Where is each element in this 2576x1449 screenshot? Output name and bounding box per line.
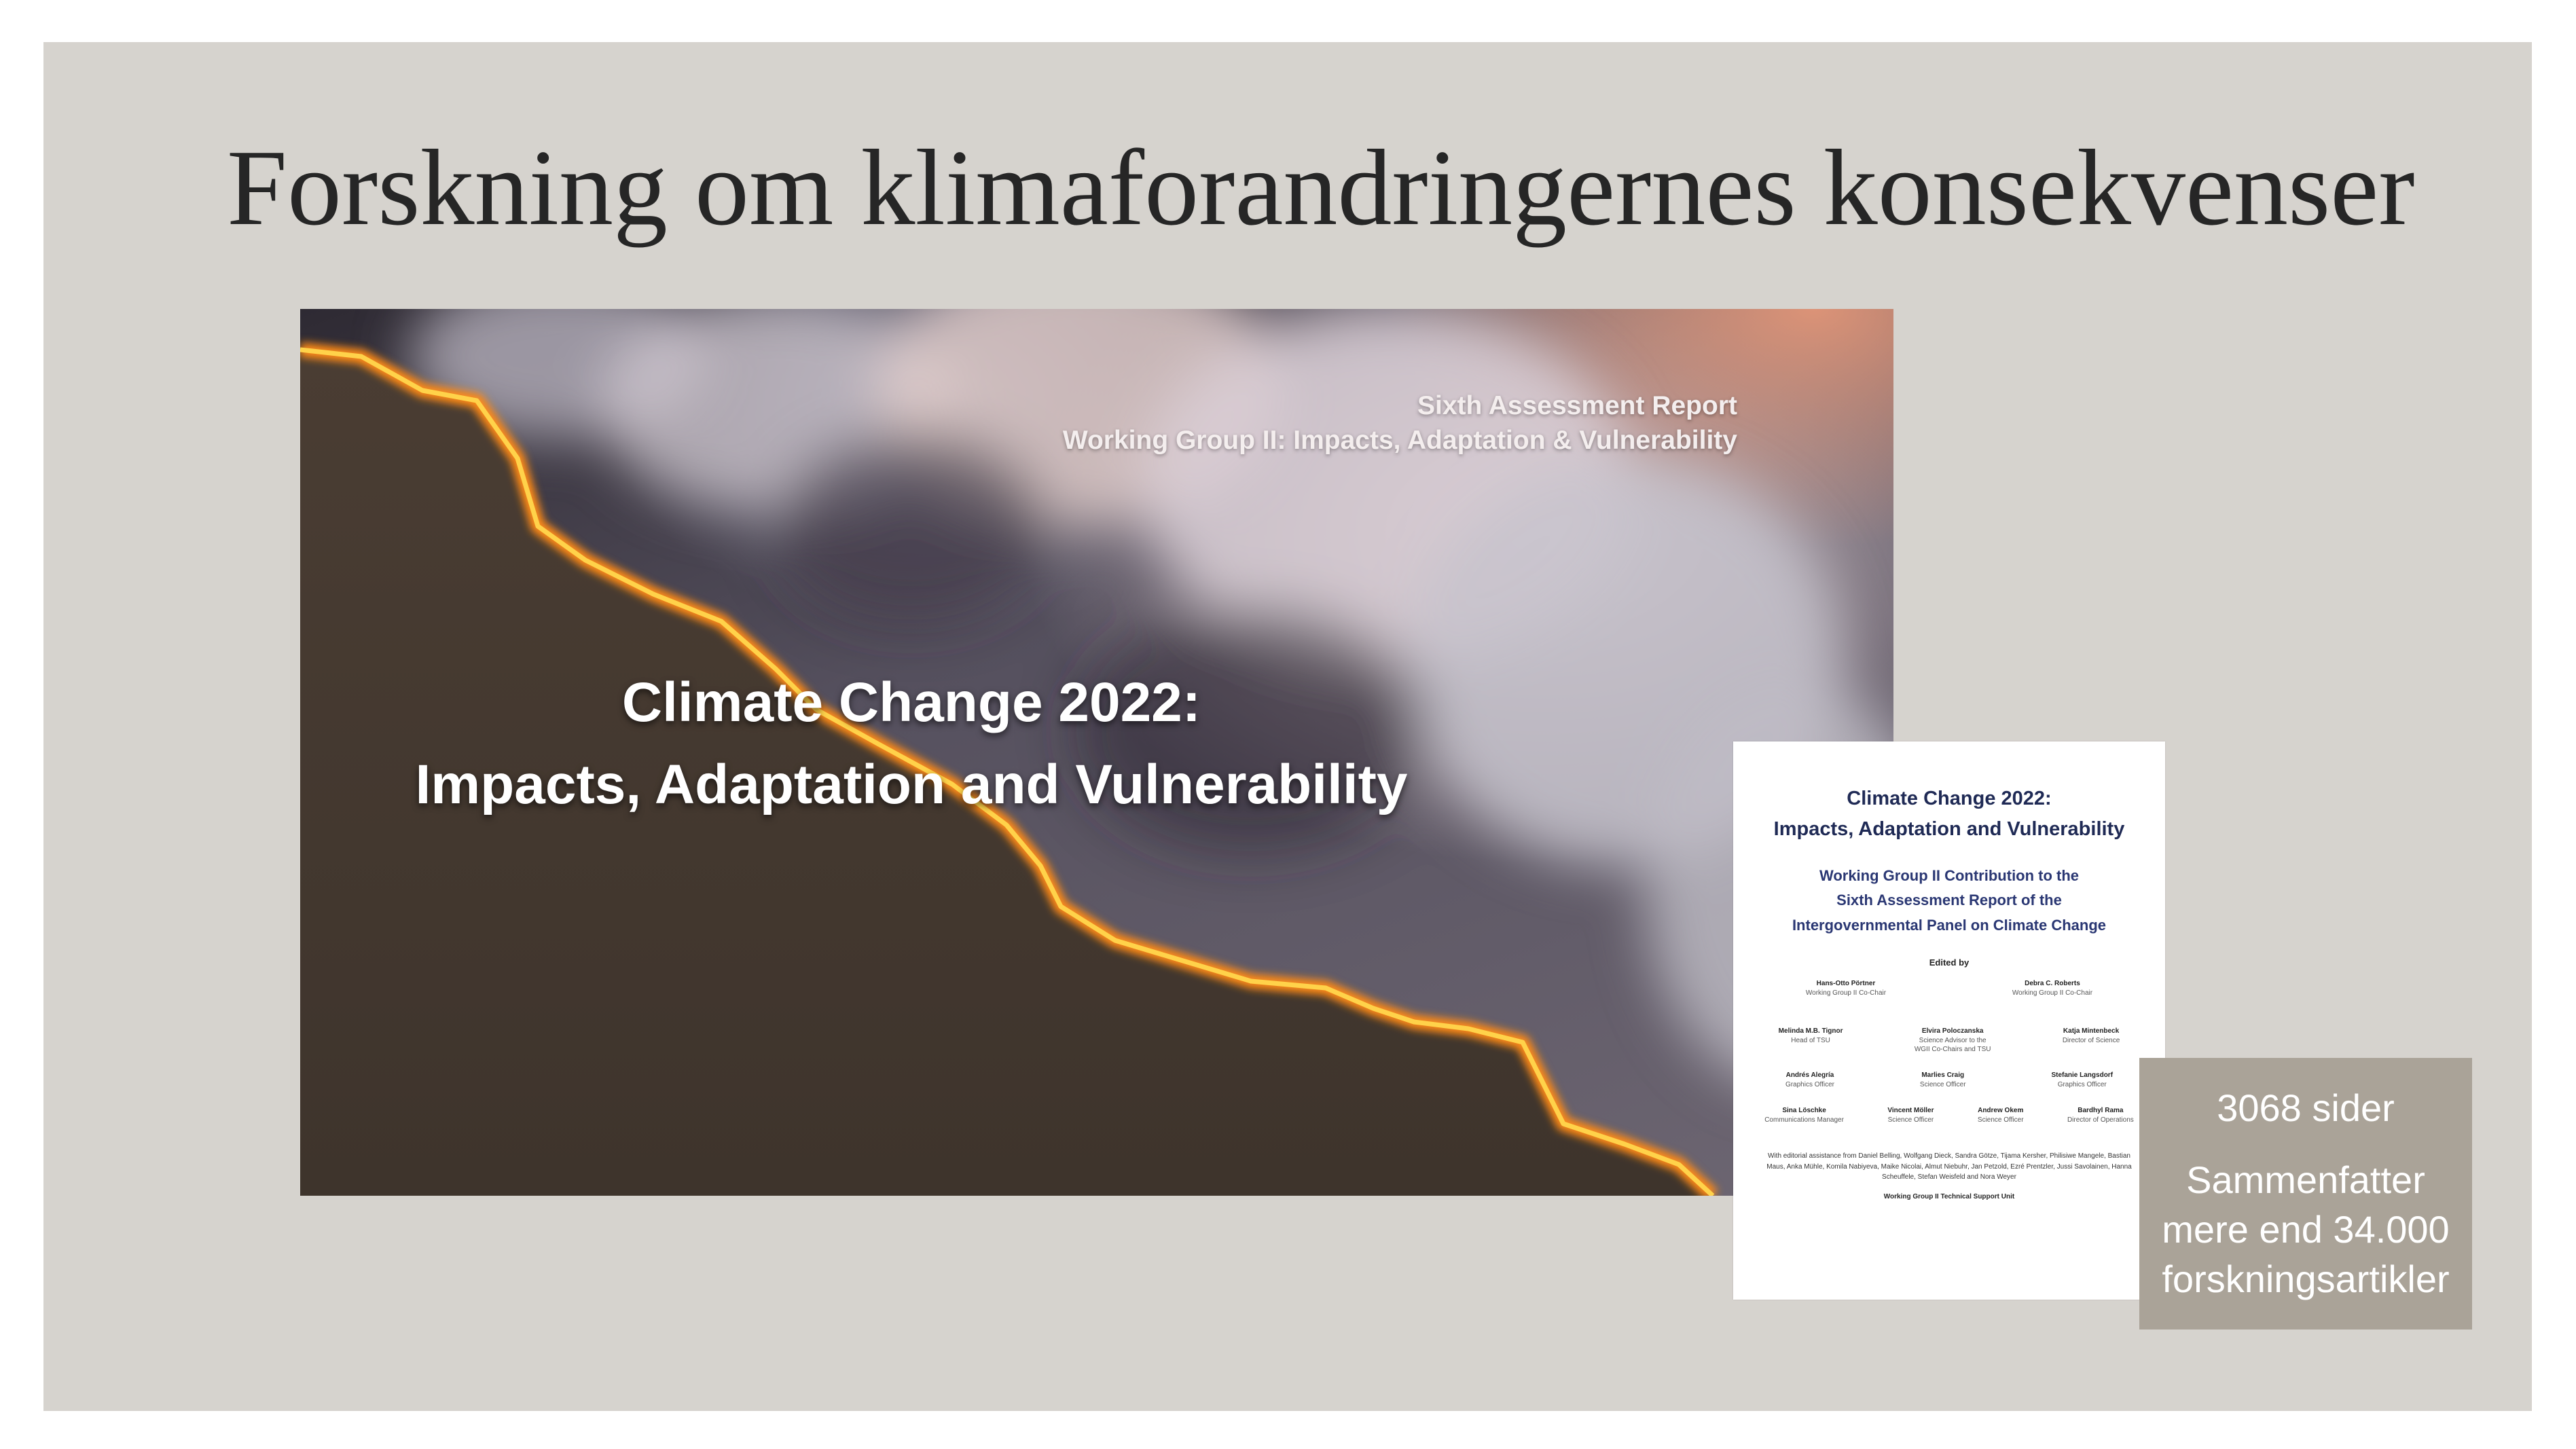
- info-box: 3068 sider Sammenfatter mere end 34.000 …: [2139, 1058, 2472, 1329]
- cover-title-line1: Climate Change 2022:: [621, 672, 1201, 733]
- editor: Andrew Okem Science Officer: [1977, 1107, 2024, 1124]
- title-page-contribution: Working Group II Contribution to the Six…: [1733, 864, 2165, 938]
- editor: Marlies Craig Science Officer: [1919, 1071, 1966, 1088]
- page-count: 3068 sider: [2217, 1086, 2395, 1129]
- report-cover-image: Sixth Assessment Report Working Group II…: [300, 309, 1893, 1196]
- cover-subtitle: Sixth Assessment Report Working Group II…: [1063, 389, 1737, 458]
- info-description: Sammenfatter mere end 34.000 forskningsa…: [2139, 1156, 2472, 1304]
- cover-subtitle-line1: Sixth Assessment Report: [1417, 391, 1737, 420]
- edited-by-label: Edited by: [1929, 957, 1970, 968]
- cover-title: Climate Change 2022: Impacts, Adaptation…: [300, 662, 1523, 826]
- fire-line-core: [300, 347, 1715, 1196]
- technical-support-unit: Working Group II Technical Support Unit: [1883, 1193, 2015, 1200]
- editor: Vincent Möller Science Officer: [1887, 1107, 1934, 1124]
- slide-title: Forskning om klimaforandringernes konsek…: [227, 127, 2415, 248]
- contribution-line2: Sixth Assessment Report of the: [1836, 892, 2062, 909]
- report-title-page: Climate Change 2022: Impacts, Adaptation…: [1733, 741, 2165, 1300]
- slide: Forskning om klimaforandringernes konsek…: [43, 42, 2532, 1411]
- editor: Andrés Alegría Graphics Officer: [1785, 1071, 1835, 1088]
- editors-row-1: Melinda M.B. Tignor Head of TSU Elvira Po…: [1743, 1027, 2156, 1054]
- cover-title-line2: Impacts, Adaptation and Vulnerability: [415, 753, 1408, 815]
- info-description-line2: mere end 34.000: [2162, 1207, 2450, 1251]
- wildfire-illustration: [300, 309, 1893, 1196]
- editor: Bardhyl Rama Director of Operations: [2067, 1107, 2134, 1124]
- title-page-heading-line2: Impacts, Adaptation and Vulnerability: [1773, 818, 2125, 840]
- contribution-line1: Working Group II Contribution to the: [1819, 867, 2080, 884]
- title-page-heading: Climate Change 2022: Impacts, Adaptation…: [1733, 784, 2165, 845]
- editors-row-2: Andrés Alegría Graphics Officer Marlies C…: [1743, 1071, 2156, 1089]
- contribution-line3: Intergovernmental Panel on Climate Chang…: [1792, 916, 2107, 934]
- info-description-line1: Sammenfatter: [2186, 1158, 2425, 1201]
- cover-subtitle-line2: Working Group II: Impacts, Adaptation & …: [1062, 425, 1737, 455]
- editor: Hans-Otto Pörtner Working Group II Co-Cha…: [1805, 980, 1887, 997]
- editor: Katja Mintenbeck Director of Science: [2062, 1027, 2120, 1044]
- grassland: [300, 350, 1713, 1196]
- editor: Melinda M.B. Tignor Head of TSU: [1778, 1027, 1843, 1044]
- editor: Stefanie Langsdorf Graphics Officer: [2051, 1071, 2114, 1088]
- editor: Debra C. Roberts Working Group II Co-Chai…: [2012, 980, 2093, 997]
- editor: Sina Löschke Communications Manager: [1764, 1107, 1844, 1124]
- co-chairs-row: Hans-Otto Pörtner Working Group II Co-Cha…: [1743, 979, 2156, 997]
- editor: Elvira Poloczanska Science Advisor to the…: [1914, 1027, 1991, 1053]
- info-description-line3: forskningsartikler: [2162, 1257, 2450, 1300]
- title-page-heading-line1: Climate Change 2022:: [1847, 788, 2052, 809]
- editorial-assistance: With editorial assistance from Daniel Be…: [1766, 1152, 2132, 1181]
- editors-row-3: Sina Löschke Communications Manager Vince…: [1743, 1106, 2156, 1124]
